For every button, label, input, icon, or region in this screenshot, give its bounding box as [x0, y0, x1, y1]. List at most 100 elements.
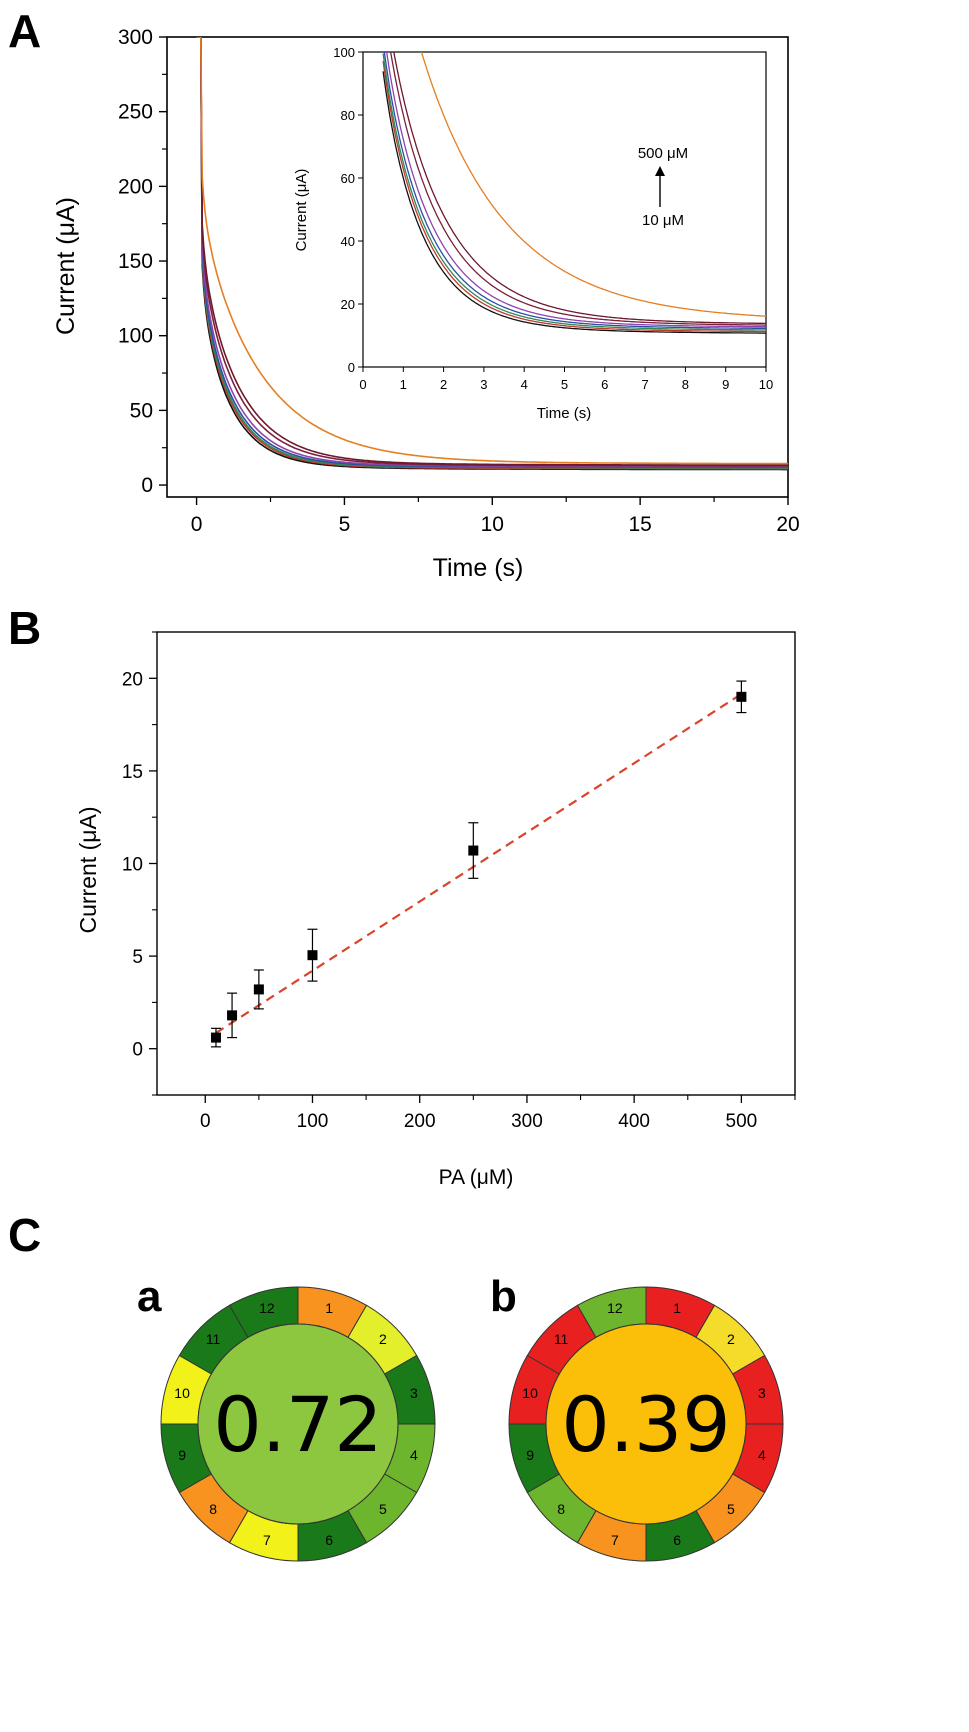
inset-y-tick-label: 60: [341, 171, 355, 186]
x-axis-title: PA (μM): [439, 1166, 514, 1189]
x-tick-label: 500: [726, 1111, 758, 1132]
agree-segment-number: 2: [727, 1331, 735, 1347]
x-tick-label: 100: [297, 1111, 329, 1132]
inset-series-line-7: [393, 52, 766, 325]
agree-segment-number: 10: [522, 1385, 538, 1401]
fit-line: [215, 693, 742, 1034]
inset-arrow-head: [655, 166, 665, 176]
x-tick-label: 0: [191, 513, 203, 536]
y-tick-label: 0: [141, 474, 153, 497]
inset-x-tick-label: 10: [759, 377, 773, 392]
inset-x-tick-label: 5: [561, 377, 568, 392]
agree-segment-number: 8: [209, 1501, 217, 1517]
inset-series-line-5: [385, 52, 766, 328]
y-axis-title: Current (μA): [52, 197, 80, 335]
agree-segment-number: 2: [379, 1331, 387, 1347]
panel-label-a: A: [8, 5, 42, 57]
agree-segment-number: 3: [758, 1385, 766, 1401]
y-tick-label: 50: [130, 399, 153, 422]
agree-center: [197, 1323, 399, 1525]
inset-x-axis-title: Time (s): [537, 405, 591, 422]
inset-series-line-4: [383, 52, 766, 330]
subpanel-label-a: a: [137, 1272, 162, 1321]
agree-score: 0.39: [561, 1380, 730, 1469]
series-line-7: [196, 37, 788, 466]
agree-segment-number: 8: [557, 1501, 565, 1517]
plot-frame: [156, 631, 796, 1096]
inset-y-tick-label: 40: [341, 234, 355, 249]
subpanel-label-b: b: [490, 1272, 517, 1321]
inset-x-tick-label: 4: [521, 377, 528, 392]
agree-center: [545, 1323, 747, 1525]
data-point-3: [253, 984, 264, 995]
inset-x-tick-label: 7: [641, 377, 648, 392]
agree-segment-number: 6: [673, 1532, 681, 1548]
agree-segment-number: 5: [727, 1501, 735, 1517]
data-point-1: [210, 1032, 221, 1043]
y-axis-title: Current (μA): [75, 807, 101, 934]
series-line-8: [196, 37, 788, 465]
data-point-2: [227, 1010, 238, 1021]
inset-y-tick-label: 100: [333, 45, 355, 60]
inset-series-line-2: [382, 60, 766, 333]
inset-annotation-bottom: 10 μM: [642, 212, 684, 229]
inset-x-tick-label: 8: [682, 377, 689, 392]
y-tick-label: 200: [118, 175, 153, 198]
inset-series-group: [382, 52, 766, 334]
plot-frame: [166, 36, 789, 498]
y-tick-label: 0: [132, 1040, 143, 1061]
y-tick-label: 100: [118, 325, 153, 348]
y-tick-label: 10: [122, 855, 143, 876]
inset-x-tick-label: 3: [480, 377, 487, 392]
data-point-6: [736, 691, 747, 702]
agree-segment-number: 12: [607, 1300, 623, 1316]
agree-segment-number: 1: [673, 1300, 681, 1316]
inset-x-tick-label: 9: [722, 377, 729, 392]
x-tick-label: 400: [618, 1111, 650, 1132]
x-tick-label: 20: [776, 513, 799, 536]
inset-annotation-top: 500 μM: [638, 145, 688, 162]
data-point-5: [468, 845, 479, 856]
inset-x-tick-label: 6: [601, 377, 608, 392]
y-tick-label: 250: [118, 101, 153, 124]
panel-label-c: C: [8, 1209, 42, 1261]
agree-segment-number: 4: [758, 1447, 766, 1463]
inset-series-line-3: [382, 53, 766, 331]
inset-y-tick-label: 80: [341, 108, 355, 123]
chart-b-calibration: 0 100 200 300 400 500 0 5 10 15 20 PA (μM) Current (…: [75, 631, 796, 1189]
inset-series-line-1: [382, 71, 766, 334]
panel-label-b: B: [8, 602, 42, 654]
x-tick-label: 10: [481, 513, 504, 536]
agree-segment-number: 3: [410, 1385, 418, 1401]
x-tick-label: 15: [628, 513, 651, 536]
y-tick-label: 5: [132, 947, 143, 968]
agree-segment-number: 1: [325, 1300, 333, 1316]
agree-segment-number: 10: [174, 1385, 190, 1401]
data-point-4: [307, 950, 318, 961]
agree-segment-number: 11: [206, 1331, 221, 1347]
series-group: [196, 37, 788, 471]
agree-segment-number: 9: [178, 1447, 186, 1463]
y-tick-label: 20: [122, 669, 143, 690]
inset-x-tick-label: 0: [359, 377, 366, 392]
inset-series-line-8: [420, 52, 766, 317]
x-tick-label: 5: [339, 513, 351, 536]
agree-segment-number: 7: [263, 1532, 271, 1548]
inset-frame: [362, 51, 767, 368]
agree-segment-number: 6: [325, 1532, 333, 1548]
agree-segment-number: 4: [410, 1447, 418, 1463]
agree-segment-number: 12: [259, 1300, 275, 1316]
inset-x-tick-label: 1: [400, 377, 407, 392]
inset-y-tick-label: 0: [348, 360, 355, 375]
agree-segment-number: 9: [526, 1447, 534, 1463]
x-tick-label: 300: [511, 1111, 543, 1132]
agree-score: 0.72: [213, 1380, 382, 1469]
agree-segment-number: 7: [611, 1532, 619, 1548]
agree-segment-number: 5: [379, 1501, 387, 1517]
agree-segment-number: 11: [554, 1331, 569, 1347]
inset-x-tick-label: 2: [440, 377, 447, 392]
